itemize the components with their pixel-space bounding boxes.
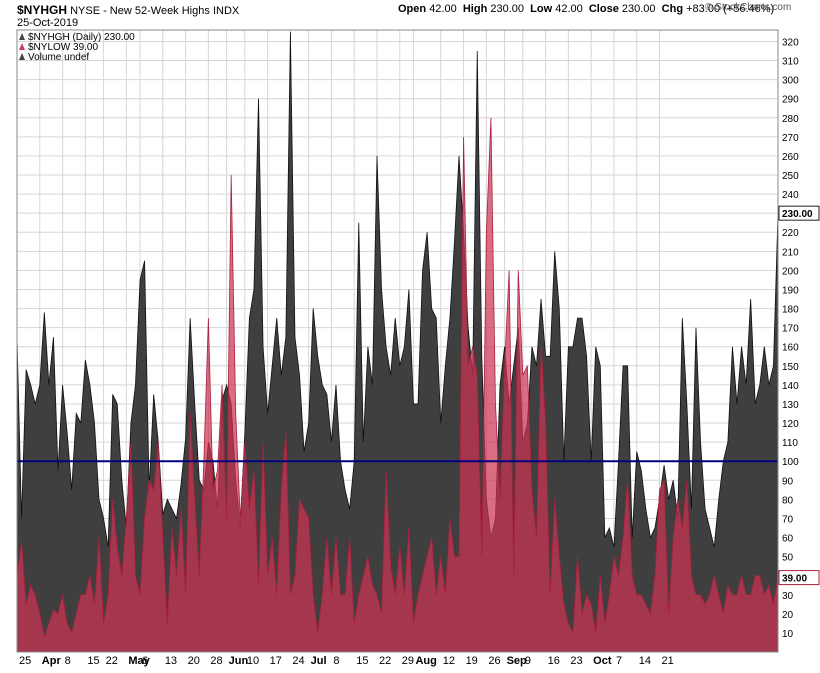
- x-tick-label: 12: [443, 655, 455, 667]
- y-tick-label: 170: [782, 324, 799, 335]
- brand-label: © StockCharts.com: [705, 2, 792, 13]
- y-tick-label: 200: [782, 266, 799, 277]
- y-tick-label: 80: [782, 495, 794, 506]
- x-tick-label: 8: [65, 655, 71, 667]
- x-tick-label: Apr: [42, 655, 62, 667]
- series-areas: [16, 31, 779, 653]
- date-label: 25-Oct-2019: [17, 17, 79, 29]
- x-tick-label: 25: [19, 655, 31, 667]
- description-label: NYSE - New 52-Week Highs: [70, 5, 210, 17]
- x-tick-label: 26: [488, 655, 500, 667]
- x-tick-label: 29: [402, 655, 414, 667]
- symbol-label: $NYHGH: [17, 3, 68, 17]
- legend-swatch-icon: [19, 33, 25, 40]
- high-value: 230.00: [490, 3, 525, 15]
- y-tick-label: 180: [782, 305, 799, 316]
- y-tick-label: 140: [782, 381, 799, 392]
- x-tick-label: 16: [548, 655, 560, 667]
- chg-label: Chg: [661, 3, 684, 15]
- high-label: High: [462, 3, 488, 15]
- y-tick-label: 50: [782, 553, 794, 564]
- legend-swatch-icon: [19, 43, 25, 50]
- ohlc-readout: Open 42.00 High 230.00 Low 42.00 Close 2…: [398, 3, 774, 15]
- x-tick-label: 24: [292, 655, 304, 667]
- y-tick-label: 90: [782, 476, 794, 487]
- plot-border: [16, 29, 779, 653]
- y-tick-label: 120: [782, 419, 799, 430]
- chart-title: $NYHGH NYSE - New 52-Week Highs INDX: [17, 3, 239, 17]
- x-tick-label: 8: [333, 655, 339, 667]
- y-tick-label: 10: [782, 629, 794, 640]
- legend-entry: $NYLOW 39.00: [28, 42, 98, 53]
- y-tick-label: 130: [782, 400, 799, 411]
- y-axis: 1020304050607080901001101201301401501601…: [782, 37, 799, 639]
- y-tick-label: 320: [782, 37, 799, 48]
- y-tick-label: 290: [782, 95, 799, 106]
- x-tick-label: 7: [616, 655, 622, 667]
- x-tick-label: Sep: [507, 655, 527, 667]
- last-value-labels: 230.00 39.00: [778, 205, 820, 586]
- x-tick-label: 28: [210, 655, 222, 667]
- plot-frame: [16, 29, 779, 653]
- x-tick-label: 15: [356, 655, 368, 667]
- open-value: 42.00: [429, 3, 457, 15]
- x-tick-label: 10: [247, 655, 259, 667]
- brand-watermark: © StockCharts.com: [705, 2, 791, 13]
- x-tick-label: Jun: [229, 655, 249, 667]
- legend-entry: $NYHGH (Daily) 230.00: [28, 32, 135, 43]
- y-tick-label: 300: [782, 76, 799, 87]
- y-tick-label: 220: [782, 228, 799, 239]
- legend-entry: Volume undef: [28, 52, 89, 63]
- close-label: Close: [588, 3, 619, 15]
- legend-swatch-icon: [19, 53, 25, 60]
- y-tick-label: 250: [782, 171, 799, 182]
- y-tick-label: 280: [782, 114, 799, 125]
- y-tick-label: 70: [782, 514, 794, 525]
- x-tick-label: 13: [165, 655, 177, 667]
- x-tick-label: Aug: [415, 655, 436, 667]
- y-tick-label: 20: [782, 610, 794, 621]
- legend: $NYHGH (Daily) 230.00$NYLOW 39.00Volume …: [19, 32, 135, 63]
- last-value-box: [778, 205, 820, 221]
- exchange-label: INDX: [212, 5, 240, 17]
- x-tick-label: 9: [525, 655, 531, 667]
- y-tick-label: 60: [782, 534, 794, 545]
- x-tick-label: 20: [188, 655, 200, 667]
- low-label: Low: [530, 3, 553, 15]
- y-tick-label: 210: [782, 247, 799, 258]
- y-tick-label: 310: [782, 57, 799, 68]
- x-tick-label: May: [128, 655, 150, 667]
- open-label: Open: [398, 3, 427, 15]
- x-tick-label: 21: [662, 655, 674, 667]
- y-tick-label: 190: [782, 285, 799, 296]
- x-tick-label: Jul: [311, 655, 327, 667]
- x-tick-label: Oct: [593, 655, 612, 667]
- x-tick-label: 23: [570, 655, 582, 667]
- y-tick-label: 160: [782, 343, 799, 354]
- close-value: 230.00: [621, 3, 656, 15]
- y-tick-label: 260: [782, 152, 799, 163]
- last-value-box: [778, 570, 820, 586]
- y-tick-label: 150: [782, 362, 799, 373]
- x-tick-label: 19: [466, 655, 478, 667]
- x-tick-label: 6: [142, 655, 148, 667]
- series-area-nylow: [16, 117, 779, 653]
- last-value-label: 230.00: [782, 209, 813, 220]
- y-tick-label: 270: [782, 133, 799, 144]
- x-tick-label: 22: [106, 655, 118, 667]
- chg-value: +83.00 (+56.46%): [686, 3, 775, 15]
- y-tick-label: 110: [782, 438, 798, 449]
- y-tick-label: 30: [782, 591, 794, 602]
- x-tick-label: 17: [270, 655, 282, 667]
- x-tick-label: 14: [639, 655, 651, 667]
- x-tick-label: 22: [379, 655, 391, 667]
- y-tick-label: 100: [782, 457, 799, 468]
- last-value-label: 39.00: [782, 574, 807, 585]
- y-tick-label: 240: [782, 190, 799, 201]
- x-tick-label: 15: [87, 655, 99, 667]
- low-value: 42.00: [555, 3, 583, 15]
